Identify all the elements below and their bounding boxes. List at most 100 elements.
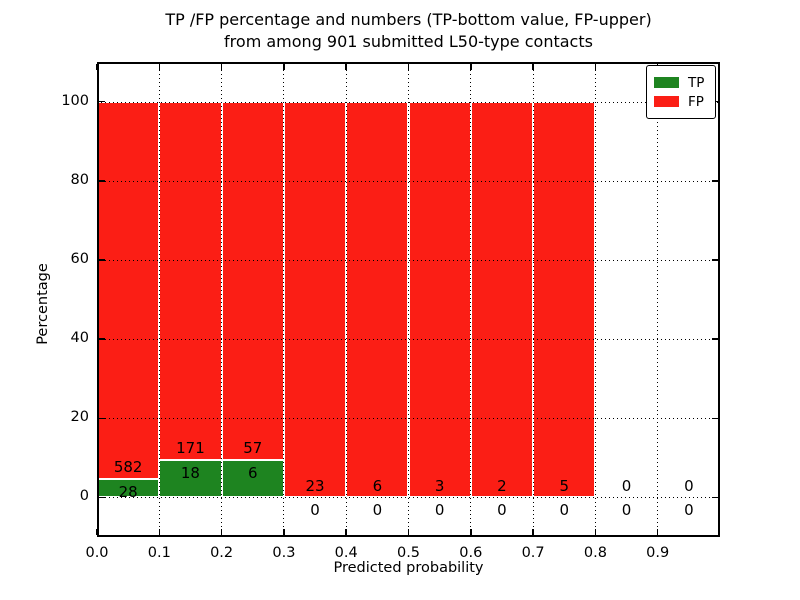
fp-count-label: 57 bbox=[243, 438, 263, 457]
x-tick-mark bbox=[656, 529, 659, 535]
tp-count-label: 0 bbox=[559, 501, 570, 520]
grid-line-vertical bbox=[594, 62, 596, 537]
x-tick-label: 0.9 bbox=[646, 545, 670, 561]
x-tick-mark bbox=[532, 64, 534, 70]
x-tick-mark bbox=[96, 529, 98, 535]
x-tick-label: 0.6 bbox=[459, 545, 483, 561]
tp-count-label: 0 bbox=[310, 501, 320, 520]
bar-tp-segment bbox=[221, 459, 284, 498]
y-tick-mark bbox=[99, 259, 105, 261]
grid-line-vertical bbox=[345, 62, 347, 537]
fp-count-label: 2 bbox=[497, 476, 507, 495]
fp-count-label: 0 bbox=[621, 476, 632, 495]
tp-count-label: 0 bbox=[434, 501, 445, 520]
x-tick-label: 0.8 bbox=[583, 545, 607, 561]
x-tick-mark bbox=[532, 529, 534, 535]
y-tick-label: 0 bbox=[79, 488, 89, 505]
chart-title-line2: from among 901 submitted L50-type contac… bbox=[224, 32, 593, 51]
x-tick-mark bbox=[470, 529, 472, 535]
grid-line-horizontal bbox=[97, 180, 720, 182]
bar-fp-segment bbox=[533, 101, 596, 498]
grid-line-horizontal bbox=[97, 259, 720, 261]
x-tick-mark bbox=[96, 64, 98, 70]
bar-fp-segment bbox=[97, 101, 160, 480]
tp-count-label: 18 bbox=[180, 463, 200, 482]
x-tick-mark bbox=[220, 64, 223, 70]
x-tick-mark bbox=[283, 529, 285, 535]
grid-line-horizontal bbox=[97, 101, 720, 103]
x-tick-label: 0.5 bbox=[396, 545, 421, 561]
legend-item-tp: TP bbox=[654, 74, 715, 91]
x-tick-mark bbox=[594, 529, 597, 535]
tp-color-swatch bbox=[654, 77, 679, 88]
x-tick-mark bbox=[470, 64, 472, 70]
chart-title-line1: TP /FP percentage and numbers (TP-bottom… bbox=[165, 10, 652, 29]
fp-count-label: 582 bbox=[113, 458, 143, 477]
bar-fp-segment bbox=[159, 101, 222, 460]
grid-line-horizontal bbox=[97, 497, 720, 499]
bar-fp-segment bbox=[408, 101, 471, 498]
fp-count-label: 5 bbox=[559, 476, 570, 495]
legend: TP FP bbox=[646, 65, 716, 119]
y-tick-mark bbox=[99, 180, 105, 182]
y-axis-label: Percentage bbox=[35, 263, 51, 345]
tp-count-label: 6 bbox=[247, 463, 258, 482]
y-tick-label: 40 bbox=[70, 330, 89, 347]
x-tick-label: 0.1 bbox=[147, 545, 171, 561]
bar-fp-segment bbox=[346, 101, 409, 498]
fp-count-label: 171 bbox=[176, 438, 205, 457]
y-tick-mark bbox=[712, 180, 718, 182]
bar-tp-segment bbox=[159, 459, 222, 498]
grid-line-vertical bbox=[221, 62, 223, 537]
y-tick-label: 20 bbox=[70, 409, 89, 426]
fp-color-swatch bbox=[654, 96, 679, 107]
grid-line-horizontal bbox=[97, 418, 720, 420]
fp-count-label: 0 bbox=[684, 476, 694, 495]
tp-count-label: 0 bbox=[497, 501, 507, 520]
chart-title: TP /FP percentage and numbers (TP-bottom… bbox=[97, 9, 720, 53]
x-tick-mark bbox=[345, 64, 347, 70]
bar-fp-segment bbox=[221, 101, 284, 460]
y-tick-mark bbox=[99, 496, 105, 499]
grid-line-horizontal bbox=[97, 339, 720, 341]
grid-line-vertical bbox=[283, 62, 285, 537]
x-tick-mark bbox=[407, 529, 410, 535]
x-tick-label: 0.7 bbox=[521, 545, 545, 561]
x-tick-label: 0.4 bbox=[334, 545, 358, 561]
tp-count-label: 0 bbox=[372, 501, 383, 520]
legend-item-fp: FP bbox=[654, 93, 715, 110]
legend-label-fp: FP bbox=[688, 93, 704, 110]
tp-count-label: 28 bbox=[118, 483, 138, 502]
bar-fp-segment bbox=[470, 101, 534, 498]
grid-line-vertical bbox=[408, 62, 409, 537]
y-tick-mark bbox=[99, 338, 105, 340]
x-tick-mark bbox=[345, 529, 347, 535]
y-tick-mark bbox=[712, 259, 718, 261]
x-tick-label: 0.3 bbox=[272, 545, 296, 561]
x-tick-mark bbox=[594, 64, 597, 70]
y-tick-label: 80 bbox=[70, 171, 89, 188]
tp-count-label: 0 bbox=[684, 501, 694, 520]
x-axis-label: Predicted probability bbox=[333, 560, 484, 576]
y-tick-mark bbox=[99, 100, 105, 103]
fp-count-label: 3 bbox=[434, 476, 445, 495]
grid-line-vertical bbox=[158, 62, 160, 537]
x-tick-mark bbox=[220, 529, 223, 535]
fp-count-label: 6 bbox=[372, 476, 383, 495]
y-tick-mark bbox=[712, 338, 718, 340]
y-tick-label: 100 bbox=[61, 92, 89, 109]
x-tick-label: 0.2 bbox=[210, 545, 234, 561]
legend-label-tp: TP bbox=[688, 74, 705, 91]
x-tick-mark bbox=[283, 64, 285, 70]
y-tick-label: 60 bbox=[70, 250, 89, 267]
x-tick-mark bbox=[407, 64, 410, 70]
grid-line-vertical bbox=[470, 62, 472, 537]
y-tick-mark bbox=[99, 417, 105, 419]
y-tick-mark bbox=[712, 496, 718, 499]
x-tick-mark bbox=[158, 64, 161, 70]
fp-count-label: 23 bbox=[305, 476, 325, 495]
x-tick-label: 0.0 bbox=[85, 545, 109, 561]
bar-fp-segment bbox=[283, 101, 347, 498]
y-tick-mark bbox=[712, 417, 718, 419]
